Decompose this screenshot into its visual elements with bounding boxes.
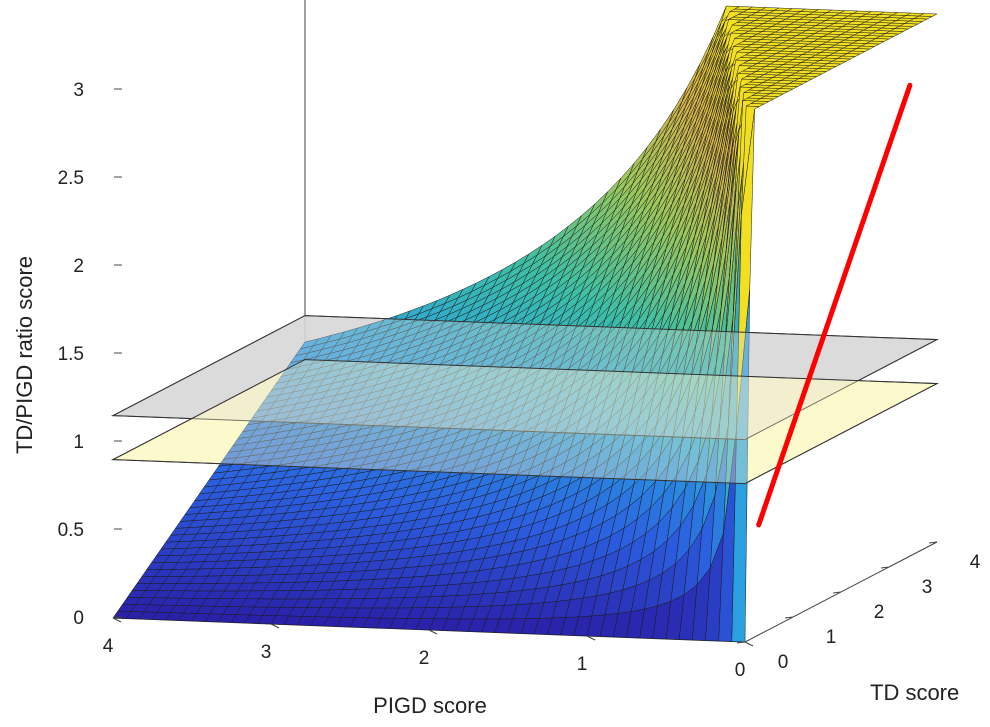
y-tick-mark (736, 641, 746, 644)
x-tick-mark (744, 641, 754, 647)
y-tick-label: 2 (874, 602, 885, 623)
x-tick-mark (428, 629, 438, 635)
y-axis-label: TD score (870, 680, 959, 705)
z-tick-label: 2 (73, 256, 84, 277)
x-tick-label: 2 (419, 648, 430, 669)
z-tick-label: 3 (73, 80, 84, 101)
y-tick-label: 0 (778, 652, 789, 673)
y-tick-label: 4 (970, 552, 981, 573)
y-tick-label: 1 (826, 627, 837, 648)
y-tick-label: 3 (922, 577, 933, 598)
z-tick-label: 1 (73, 432, 84, 453)
x-tick-label: 0 (735, 660, 746, 681)
x-axis-label: PIGD score (373, 693, 487, 718)
highlight-line-segment (756, 82, 913, 528)
x-tick-mark (586, 635, 596, 641)
x-tick-mark (270, 623, 280, 629)
z-tick-label: 0.5 (58, 520, 84, 541)
z-axis-ticks: 0 0.5 1 1.5 2 2.5 3 (58, 80, 122, 629)
threshold-planes-front (111, 315, 939, 485)
highlight-line (756, 82, 913, 528)
ratio-surface (112, 5, 938, 643)
y-tick-mark (928, 541, 938, 544)
z-tick-label: 0 (73, 608, 84, 629)
z-axis-label: TD/PIGD ratio score (12, 256, 37, 454)
x-tick-label: 4 (103, 636, 114, 657)
x-tick-label: 1 (577, 654, 588, 675)
x-tick-mark (112, 617, 122, 623)
x-tick-label: 3 (261, 642, 272, 663)
x-axis-ticks: 4 3 2 1 0 (103, 617, 754, 681)
z-tick-label: 2.5 (58, 168, 84, 189)
y-tick-mark (880, 566, 890, 569)
threshold-plane-overlay (111, 315, 939, 441)
z-tick-label: 1.5 (58, 344, 84, 365)
y-axis-ticks: 0 1 2 3 4 (736, 541, 981, 673)
threshold-plane-overlay (111, 359, 939, 485)
surface-patch (918, 13, 938, 17)
y-tick-mark (784, 616, 794, 619)
y-tick-mark (832, 591, 842, 594)
